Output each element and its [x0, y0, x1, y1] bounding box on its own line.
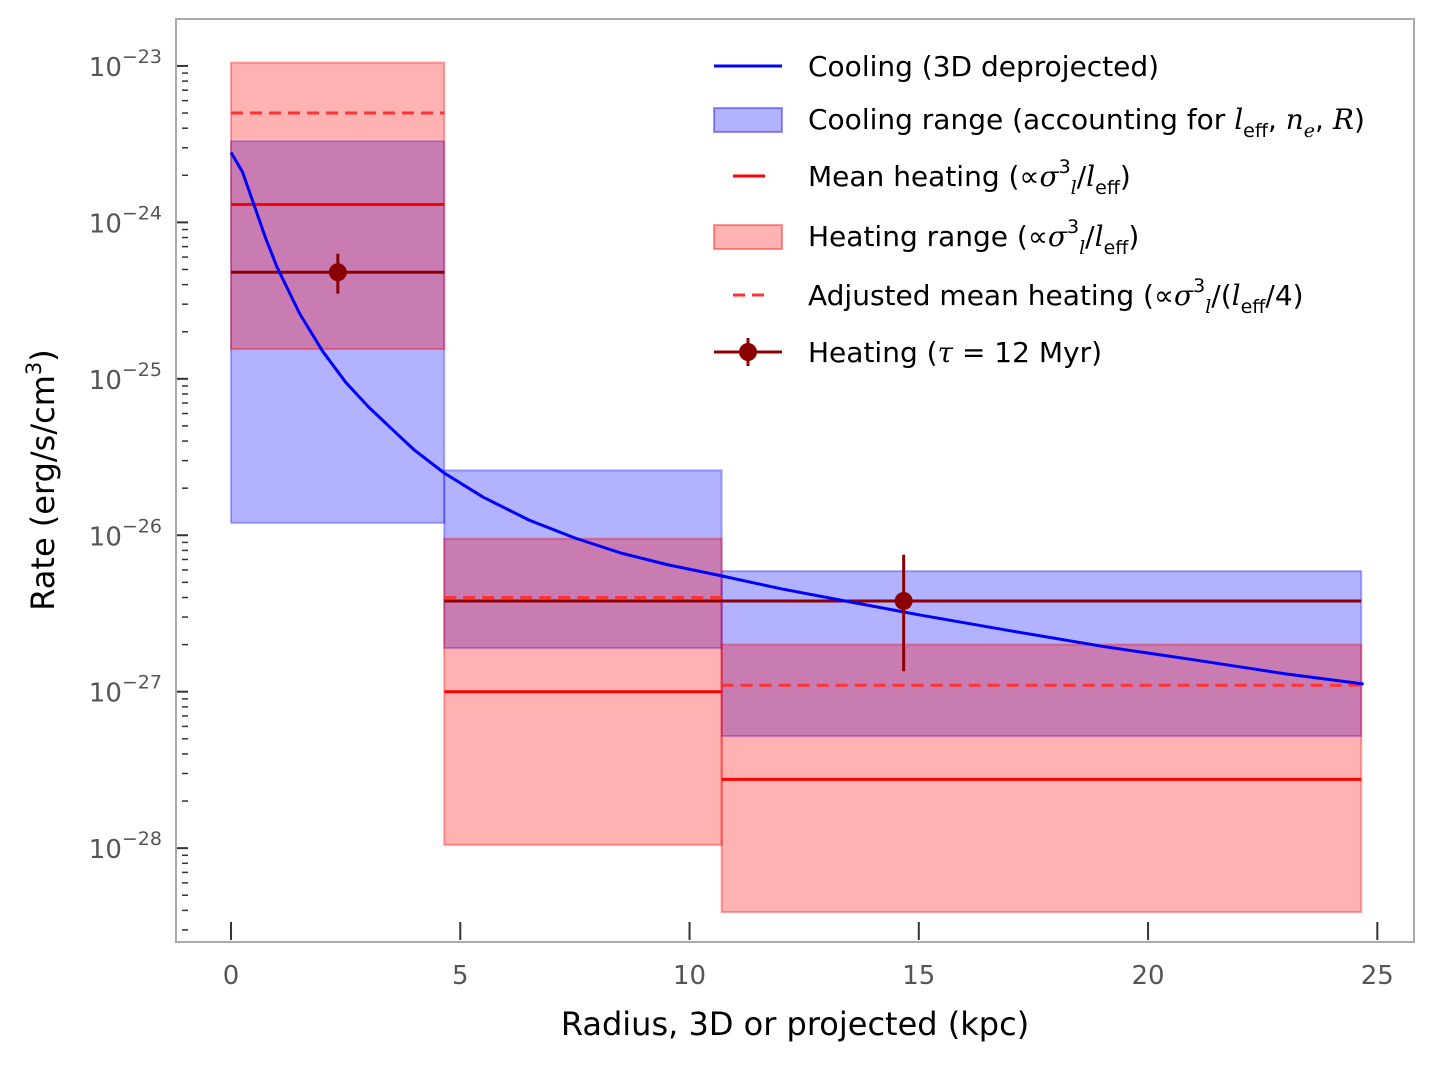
y-axis-title: Rate (erg/s/cm3): [22, 349, 62, 610]
x-tick-label-15: 15: [902, 961, 935, 991]
x-axis-title: Radius, 3D or projected (kpc): [561, 1005, 1029, 1043]
legend-label-heating-tau: Heating (τ = 12 Myr): [808, 336, 1102, 369]
legend-label-adjusted-mean-heating: Adjusted mean heating (∝σ3l/(leff/4): [808, 275, 1304, 318]
x-tick-label-10: 10: [673, 961, 706, 991]
axes-frame: [175, 18, 1415, 943]
y-axis-title-sup: 3: [22, 362, 46, 375]
y-tick-label-2: 10−26: [89, 515, 162, 552]
legend-swatch-heating-range: [713, 224, 783, 250]
y-tick-label-5: 10−23: [89, 46, 162, 83]
axis-ticks: 0 5 10 15 20 25 10−28 10−27 10−26 10−25 10−24 10−23: [89, 46, 1394, 991]
y-tick-label-0: 10−28: [89, 828, 162, 865]
y-tick-label-1: 10−27: [89, 672, 162, 709]
legend-swatch-cooling-range: [713, 107, 783, 133]
heating-point-1: [328, 263, 347, 282]
y-axis-title-close: ): [24, 349, 62, 361]
legend-swatch-heating-tau-marker: [739, 343, 757, 361]
y-tick-label-4: 10−24: [89, 202, 162, 239]
x-tick-label-20: 20: [1132, 961, 1165, 991]
legend-label-cooling: Cooling (3D deprojected): [808, 50, 1159, 83]
plot-area: [229, 61, 1364, 914]
legend-label-mean-heating: Mean heating (∝σ3l/leff): [808, 156, 1131, 199]
legend: Cooling (3D deprojected) Cooling range (a…: [713, 50, 1365, 369]
legend-label-heating-range: Heating range (∝σ3l/leff): [808, 216, 1139, 259]
heating-point-2: [894, 591, 913, 610]
y-tick-label-3: 10−25: [89, 359, 162, 396]
x-tick-label-25: 25: [1361, 961, 1394, 991]
x-tick-label-0: 0: [223, 961, 240, 991]
cooling-curve-line: [229, 151, 1364, 686]
x-tick-label-5: 5: [452, 961, 469, 991]
y-axis-title-main: Rate (erg/s/cm: [24, 375, 62, 611]
legend-label-cooling-range: Cooling range (accounting for leff, ne, …: [808, 103, 1365, 142]
